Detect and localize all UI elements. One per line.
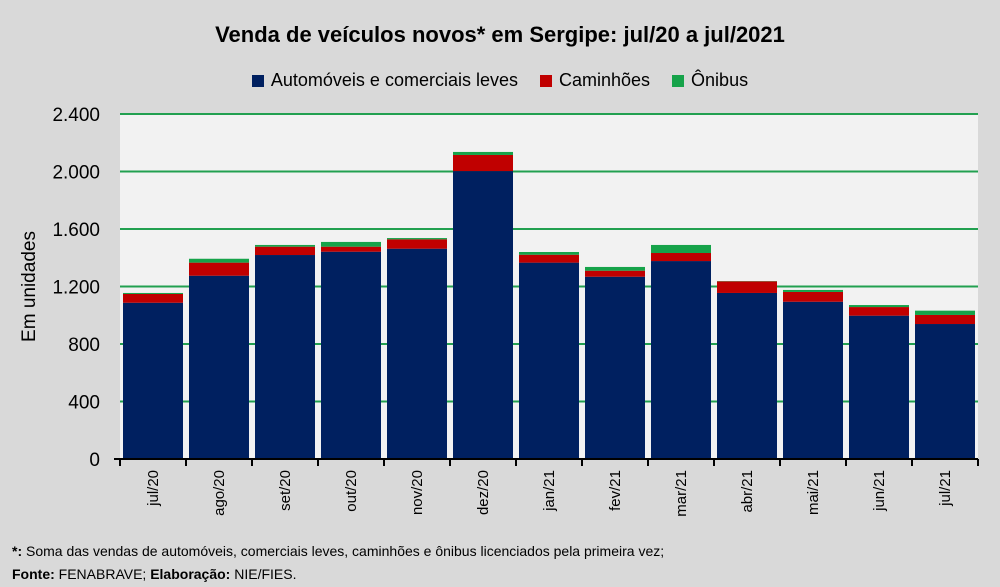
x-tick-label: jul/20 [145,470,162,507]
bar-segment [519,254,579,263]
legend-label: Ônibus [691,70,749,90]
bar-segment [189,275,249,459]
bar-segment [651,244,711,254]
x-tick-label: jul/21 [937,470,954,507]
bar-segment [189,258,249,263]
bar-segment [585,266,645,271]
y-tick-label: 2.000 [52,163,100,184]
bar-segment [915,314,975,325]
legend-label: Automóveis e comerciais leves [270,70,518,90]
bar-segment [783,291,843,302]
x-tick-label: jun/21 [871,470,888,512]
bar-segment [387,248,447,459]
footnote-source: Fonte: FENABRAVE; Elaboração: NIE/FIES. [12,566,296,582]
bar-segment [717,292,777,459]
elaboration-label: Elaboração: [150,566,231,582]
y-tick-label: 1.600 [52,220,100,241]
bar-segment [651,261,711,459]
x-tick-label: abr/21 [739,470,756,513]
source-text: FENABRAVE; [54,566,151,582]
legend-swatch [540,74,552,87]
legend-swatch [251,74,264,87]
bar-segment [453,151,513,155]
legend-item: Ônibus [672,70,748,91]
bar-segment [585,270,645,277]
source-label: Fonte: [12,566,55,582]
bar-segment [849,315,909,459]
bar-segment [783,289,843,292]
bar-segment [123,302,183,459]
legend-item: Automóveis e comerciais leves [251,70,518,91]
legend: Automóveis e comerciais leves Caminhões Ôn… [0,70,1000,91]
x-tick-label: dez/20 [475,470,492,515]
bar-segment [519,262,579,459]
y-tick-label: 400 [68,393,100,414]
x-tick-label: ago/20 [211,470,228,516]
bar-segment [519,252,579,255]
bar-segment [915,324,975,459]
bar-segment [321,241,381,247]
footnote-star-text: Soma das vendas de automóveis, comerciai… [22,543,665,559]
bar-segment [651,253,711,262]
footnote-star-label: *: [12,543,23,559]
y-tick-label: 0 [89,450,100,471]
footnote-star: *: Soma das vendas de automóveis, comerc… [12,543,664,559]
bar-segment [123,293,183,303]
legend-item: Caminhões [540,70,650,91]
legend-swatch [672,74,685,87]
y-tick-label: 2.400 [52,105,100,126]
x-tick-label: nov/20 [409,470,426,515]
bar-segment [189,262,249,276]
elaboration-text: NIE/FIES. [230,566,297,582]
bar-segment [783,301,843,459]
bar-segment [387,239,447,249]
chart-title: Venda de veículos novos* em Sergipe: jul… [215,22,785,47]
bar-segment [453,171,513,459]
bar-segment [849,307,909,316]
bar-segment [321,246,381,252]
bar-segment [321,251,381,459]
x-tick-label: out/20 [343,470,360,512]
y-tick-label: 1.200 [52,278,100,299]
bar-segment [453,154,513,172]
y-tick-label: 800 [68,335,100,356]
x-tick-label: mai/21 [805,470,822,515]
bar-segment [849,305,909,308]
x-tick-label: jan/21 [541,470,558,512]
x-tick-label: mar/21 [673,470,690,517]
bar-segment [255,255,315,459]
bar-segment [255,246,315,256]
bar-segment [123,292,183,294]
x-tick-label: fev/21 [607,470,624,511]
bar-segment [255,244,315,247]
y-axis-label: Em unidades [19,231,40,342]
bar-segment [387,238,447,240]
x-tick-label: set/20 [277,470,294,511]
bar-segment [717,281,777,293]
bar-segment [585,276,645,459]
bar-segment [915,310,975,315]
legend-label: Caminhões [559,70,651,90]
